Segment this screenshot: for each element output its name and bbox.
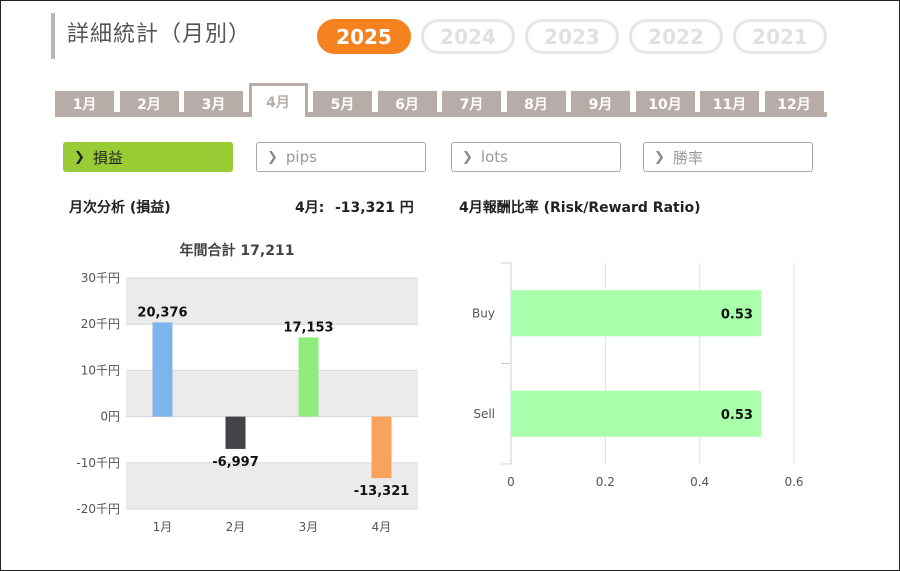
data-label: 0.53 bbox=[721, 307, 753, 322]
x-tick-label: 0.2 bbox=[596, 475, 615, 489]
chart-title: 年間合計 17,211 bbox=[180, 242, 295, 259]
y-tick-label: -20千円 bbox=[76, 502, 120, 516]
y-tick-label: 0円 bbox=[100, 410, 120, 424]
y-tick-label: 20千円 bbox=[81, 317, 120, 331]
bar-1月 bbox=[152, 322, 173, 417]
month-tabs: 1月 2月 3月 4月 5月 6月 7月 8月 9月 10月 11月 12月 bbox=[55, 83, 827, 117]
year-button-2024[interactable]: 2024 bbox=[421, 19, 515, 54]
chevron-right-icon: ❯ bbox=[654, 149, 665, 165]
y-tick-label: 30千円 bbox=[81, 271, 120, 285]
filter-button-4[interactable]: ❯ 勝率 bbox=[643, 142, 813, 172]
y-tick-label: Sell bbox=[473, 407, 495, 421]
filter-button-1[interactable]: ❯ 損益 bbox=[63, 142, 233, 172]
current-month-value: -13,321 円 bbox=[335, 200, 414, 216]
x-tick-label: 0 bbox=[507, 475, 515, 489]
x-tick-label: 1月 bbox=[153, 520, 173, 534]
month-tab-3[interactable]: 3月 bbox=[184, 91, 243, 117]
year-selector: 2025 2024 2023 2022 2021 bbox=[317, 19, 827, 54]
chevron-right-icon: ❯ bbox=[74, 149, 85, 165]
month-tab-9[interactable]: 9月 bbox=[571, 91, 630, 117]
x-tick-label: 3月 bbox=[299, 520, 319, 534]
x-tick-label: 2月 bbox=[226, 520, 246, 534]
year-button-2025[interactable]: 2025 bbox=[317, 19, 411, 54]
current-month-label: 4月: bbox=[295, 200, 325, 216]
month-tab-12[interactable]: 12月 bbox=[764, 91, 824, 117]
grid-band bbox=[126, 462, 418, 509]
month-tab-4[interactable]: 4月 bbox=[248, 83, 308, 117]
grid-band bbox=[126, 370, 418, 417]
month-tab-5[interactable]: 5月 bbox=[313, 91, 372, 117]
monthly-analysis-title: 月次分析 (損益) bbox=[69, 200, 171, 216]
x-tick-label: 0.6 bbox=[784, 475, 803, 489]
filter-label: 勝率 bbox=[672, 148, 703, 167]
y-tick-label: Buy bbox=[472, 306, 495, 320]
y-tick-label: 10千円 bbox=[81, 363, 120, 377]
year-button-2022[interactable]: 2022 bbox=[629, 19, 723, 54]
month-tab-7[interactable]: 7月 bbox=[442, 91, 501, 117]
page-title: 詳細統計（月別） bbox=[67, 22, 252, 47]
month-tab-8[interactable]: 8月 bbox=[506, 91, 566, 117]
filter-label: pips bbox=[285, 148, 317, 166]
month-tab-1[interactable]: 1月 bbox=[55, 91, 114, 117]
month-tab-10[interactable]: 10月 bbox=[635, 91, 695, 117]
data-label: -6,997 bbox=[212, 455, 259, 470]
filter-button-2[interactable]: ❯ pips bbox=[256, 142, 426, 172]
filter-button-3[interactable]: ❯ lots bbox=[451, 142, 621, 172]
x-tick-label: 0.4 bbox=[690, 475, 709, 489]
year-button-2021[interactable]: 2021 bbox=[733, 19, 827, 54]
filter-label: 損益 bbox=[92, 148, 123, 167]
bar-3月 bbox=[298, 337, 319, 417]
month-tab-11[interactable]: 11月 bbox=[700, 91, 759, 117]
bar-2月 bbox=[225, 416, 246, 449]
monthly-pnl-chart: 30千円 20千円 10千円 0円 -10千円 -20千円 年間合計 17,211 20,37… bbox=[76, 242, 418, 534]
x-tick-label: 4月 bbox=[372, 520, 392, 534]
year-button-2023[interactable]: 2023 bbox=[525, 19, 619, 54]
risk-reward-chart: 0 0.2 0.4 0.6 0.53 Buy 0.53 Sell bbox=[472, 262, 804, 489]
y-tick-label: -10千円 bbox=[76, 456, 120, 470]
data-label: 17,153 bbox=[283, 320, 333, 335]
filter-label: lots bbox=[480, 148, 508, 166]
chevron-right-icon: ❯ bbox=[267, 149, 278, 165]
chevron-right-icon: ❯ bbox=[462, 149, 473, 165]
month-tab-2[interactable]: 2月 bbox=[119, 91, 179, 117]
month-tabs-baseline bbox=[55, 112, 827, 117]
bar-4月 bbox=[371, 416, 392, 479]
risk-reward-title: 4月報酬比率 (Risk/Reward Ratio) bbox=[459, 200, 701, 216]
bar-sell bbox=[511, 390, 761, 437]
data-label: 0.53 bbox=[721, 408, 753, 423]
grid-band bbox=[126, 278, 418, 325]
data-label: -13,321 bbox=[354, 484, 410, 499]
data-label: 20,376 bbox=[137, 305, 187, 320]
bar-buy bbox=[511, 290, 761, 337]
month-tab-6[interactable]: 6月 bbox=[377, 91, 437, 117]
page-header: 詳細統計（月別） bbox=[51, 13, 251, 59]
